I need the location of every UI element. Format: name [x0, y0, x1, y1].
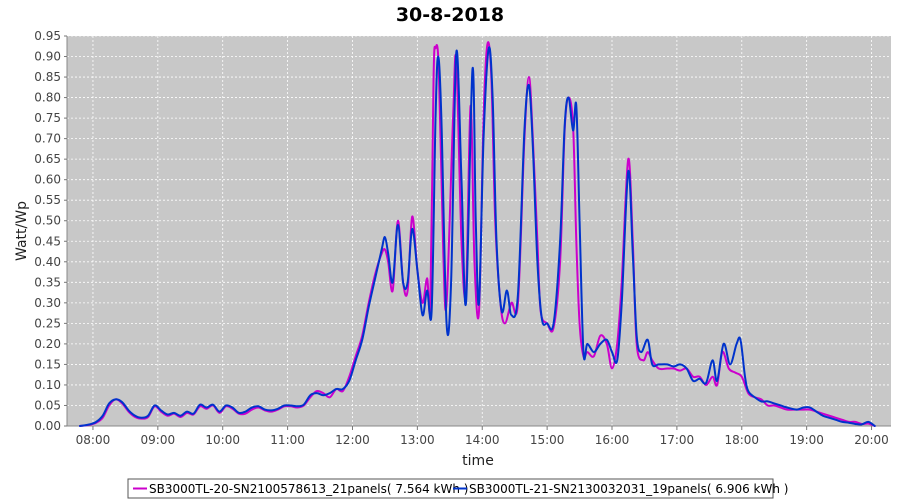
- y-tick-label: 0.90: [34, 50, 61, 64]
- y-tick-label: 0.65: [34, 152, 61, 166]
- legend: SB3000TL-20-SN2100578613_21panels( 7.564…: [127, 478, 788, 499]
- y-tick-label: 0.10: [34, 378, 61, 392]
- y-tick-label: 0.85: [34, 70, 61, 84]
- x-tick-label: 18:00: [724, 433, 759, 447]
- y-tick-label: 0.00: [34, 419, 61, 433]
- y-tick-label: 0.75: [34, 111, 61, 125]
- chart-title: 30-8-2018: [396, 4, 504, 26]
- series-line-1: [78, 41, 876, 427]
- y-tick-label: 0.05: [34, 398, 61, 412]
- x-tick-label: 11:00: [270, 433, 305, 447]
- grid-lines: [66, 35, 891, 427]
- x-axis-ticks: 08:00 09:00 10:00 11:00 12:00 13:00 14:00 15:00…: [76, 426, 889, 447]
- x-tick-label: 09:00: [141, 433, 176, 447]
- y-tick-label: 0.15: [34, 357, 61, 371]
- x-tick-label: 10:00: [205, 433, 240, 447]
- y-tick-label: 0.35: [34, 275, 61, 289]
- y-axis-label: Watt/Wp: [14, 201, 30, 261]
- x-tick-label: 17:00: [660, 433, 695, 447]
- y-tick-label: 0.20: [34, 337, 61, 351]
- y-tick-label: 0.25: [34, 316, 61, 330]
- x-tick-label: 15:00: [530, 433, 565, 447]
- y-tick-label: 0.70: [34, 132, 61, 146]
- legend-box: [127, 478, 774, 499]
- y-tick-label: 0.95: [34, 29, 61, 43]
- y-tick-label: 0.80: [34, 91, 61, 105]
- series-lines: [78, 41, 876, 427]
- x-axis-label: time: [462, 453, 494, 469]
- x-tick-label: 08:00: [76, 433, 111, 447]
- y-tick-label: 0.30: [34, 296, 61, 310]
- x-tick-label: 13:00: [400, 433, 435, 447]
- series-line-2: [78, 46, 876, 427]
- x-tick-label: 19:00: [789, 433, 824, 447]
- y-tick-label: 0.50: [34, 214, 61, 228]
- x-tick-label: 16:00: [595, 433, 630, 447]
- x-tick-label: 12:00: [335, 433, 370, 447]
- x-tick-label: 20:00: [854, 433, 889, 447]
- y-tick-label: 0.60: [34, 173, 61, 187]
- legend-label-series-2: SB3000TL-21-SN2130032031_19panels( 6.906…: [469, 482, 788, 496]
- x-tick-label: 14:00: [465, 433, 500, 447]
- y-tick-label: 0.40: [34, 255, 61, 269]
- plot-area: [67, 36, 891, 426]
- y-tick-label: 0.55: [34, 193, 61, 207]
- y-tick-label: 0.45: [34, 234, 61, 248]
- legend-label-series-1: SB3000TL-20-SN2100578613_21panels( 7.564…: [149, 482, 468, 496]
- y-axis-ticks: 0.00 0.05 0.10 0.15 0.20 0.25 0.30 0.35 0.40 0.45…: [34, 29, 67, 433]
